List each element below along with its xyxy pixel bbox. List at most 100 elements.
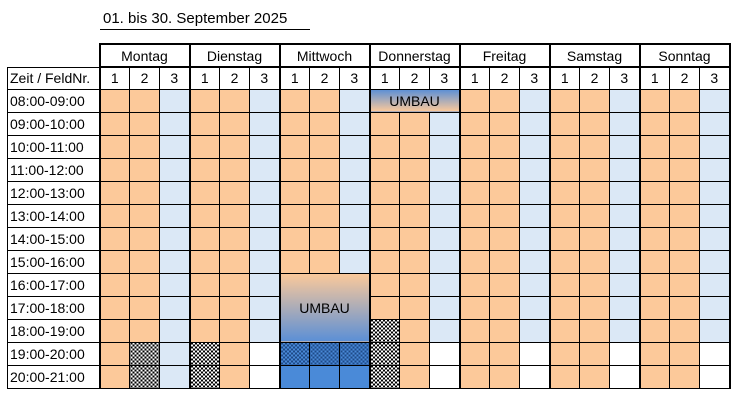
schedule-cell[interactable] (399, 203, 430, 228)
schedule-cell[interactable] (579, 134, 610, 159)
schedule-cell[interactable] (339, 88, 371, 113)
schedule-cell[interactable] (129, 226, 160, 251)
schedule-cell[interactable] (699, 203, 731, 228)
schedule-cell[interactable] (129, 134, 160, 159)
schedule-cell[interactable] (638, 341, 670, 366)
schedule-cell[interactable] (159, 157, 191, 182)
schedule-cell[interactable] (519, 295, 551, 320)
schedule-cell[interactable] (339, 249, 371, 274)
schedule-cell[interactable] (249, 180, 281, 205)
schedule-cell[interactable] (98, 88, 130, 113)
schedule-cell[interactable] (129, 157, 160, 182)
schedule-cell[interactable] (638, 157, 670, 182)
schedule-cell[interactable] (669, 111, 700, 136)
schedule-cell[interactable] (309, 341, 340, 366)
schedule-cell[interactable] (489, 134, 520, 159)
schedule-cell[interactable] (159, 364, 191, 389)
schedule-cell[interactable] (548, 249, 580, 274)
schedule-cell[interactable] (669, 134, 700, 159)
schedule-cell[interactable] (129, 295, 160, 320)
schedule-cell[interactable] (699, 295, 731, 320)
schedule-cell[interactable] (638, 272, 670, 297)
schedule-cell[interactable] (519, 157, 551, 182)
schedule-cell[interactable] (579, 203, 610, 228)
schedule-cell[interactable] (458, 364, 490, 389)
schedule-cell[interactable] (429, 134, 461, 159)
schedule-cell[interactable] (98, 203, 130, 228)
schedule-cell[interactable] (519, 134, 551, 159)
schedule-cell[interactable] (249, 341, 281, 366)
schedule-cell[interactable] (579, 111, 610, 136)
schedule-cell[interactable] (399, 249, 430, 274)
umbau-block-thursday[interactable]: UMBAU (368, 88, 461, 113)
schedule-cell[interactable] (458, 341, 490, 366)
schedule-cell[interactable] (489, 157, 520, 182)
schedule-cell[interactable] (429, 272, 461, 297)
schedule-cell[interactable] (309, 134, 340, 159)
schedule-cell[interactable] (399, 341, 430, 366)
schedule-cell[interactable] (309, 226, 340, 251)
schedule-cell[interactable] (458, 180, 490, 205)
schedule-cell[interactable] (129, 364, 160, 389)
schedule-cell[interactable] (188, 203, 220, 228)
schedule-cell[interactable] (249, 272, 281, 297)
schedule-cell[interactable] (249, 134, 281, 159)
schedule-cell[interactable] (548, 341, 580, 366)
schedule-cell[interactable] (339, 180, 371, 205)
schedule-cell[interactable] (368, 364, 400, 389)
schedule-cell[interactable] (519, 180, 551, 205)
schedule-cell[interactable] (699, 226, 731, 251)
schedule-cell[interactable] (579, 226, 610, 251)
schedule-cell[interactable] (368, 226, 400, 251)
schedule-cell[interactable] (489, 249, 520, 274)
schedule-cell[interactable] (638, 203, 670, 228)
schedule-cell[interactable] (609, 180, 641, 205)
schedule-cell[interactable] (489, 295, 520, 320)
schedule-cell[interactable] (399, 111, 430, 136)
schedule-cell[interactable] (219, 318, 250, 343)
schedule-cell[interactable] (548, 111, 580, 136)
schedule-cell[interactable] (609, 272, 641, 297)
schedule-cell[interactable] (339, 157, 371, 182)
schedule-cell[interactable] (129, 272, 160, 297)
schedule-cell[interactable] (609, 203, 641, 228)
schedule-cell[interactable] (579, 364, 610, 389)
schedule-cell[interactable] (98, 226, 130, 251)
schedule-cell[interactable] (429, 364, 461, 389)
schedule-cell[interactable] (309, 203, 340, 228)
schedule-cell[interactable] (638, 111, 670, 136)
schedule-cell[interactable] (429, 318, 461, 343)
schedule-cell[interactable] (579, 88, 610, 113)
schedule-cell[interactable] (219, 157, 250, 182)
schedule-cell[interactable] (699, 341, 731, 366)
schedule-cell[interactable] (188, 134, 220, 159)
schedule-cell[interactable] (219, 111, 250, 136)
schedule-cell[interactable] (129, 111, 160, 136)
schedule-cell[interactable] (519, 111, 551, 136)
schedule-cell[interactable] (98, 134, 130, 159)
schedule-cell[interactable] (699, 364, 731, 389)
schedule-cell[interactable] (249, 157, 281, 182)
schedule-cell[interactable] (638, 226, 670, 251)
schedule-cell[interactable] (489, 341, 520, 366)
schedule-cell[interactable] (699, 180, 731, 205)
schedule-cell[interactable] (219, 272, 250, 297)
schedule-cell[interactable] (489, 272, 520, 297)
schedule-cell[interactable] (98, 157, 130, 182)
schedule-cell[interactable] (159, 295, 191, 320)
schedule-cell[interactable] (399, 134, 430, 159)
schedule-cell[interactable] (519, 272, 551, 297)
schedule-cell[interactable] (309, 111, 340, 136)
schedule-cell[interactable] (278, 203, 310, 228)
schedule-cell[interactable] (579, 157, 610, 182)
schedule-cell[interactable] (669, 88, 700, 113)
schedule-cell[interactable] (188, 157, 220, 182)
schedule-cell[interactable] (219, 88, 250, 113)
schedule-cell[interactable] (489, 180, 520, 205)
schedule-cell[interactable] (399, 364, 430, 389)
schedule-cell[interactable] (159, 318, 191, 343)
schedule-cell[interactable] (699, 157, 731, 182)
schedule-cell[interactable] (458, 88, 490, 113)
schedule-cell[interactable] (638, 249, 670, 274)
schedule-cell[interactable] (368, 295, 400, 320)
